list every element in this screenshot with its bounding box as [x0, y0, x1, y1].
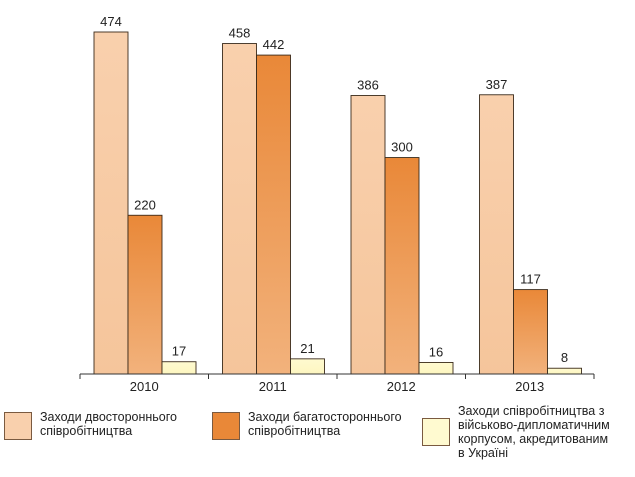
- legend: Заходи двостороннього співробітництва За…: [0, 404, 635, 474]
- bar-multilateral-2013: [513, 289, 548, 375]
- value-label-bilateral-2012: 386: [357, 77, 379, 92]
- legend-swatch-bilateral: [4, 412, 32, 440]
- bar-multilateral-2011: [256, 54, 291, 375]
- bar-multilateral-2010: [127, 214, 163, 375]
- legend-item-multilateral: Заходи багатостороннього співробітництва: [212, 410, 402, 440]
- value-label-military-diplomatic-2013: 8: [561, 350, 568, 365]
- value-label-multilateral-2010: 220: [134, 197, 156, 212]
- bar-bilateral-2010: [93, 31, 129, 375]
- value-label-multilateral-2012: 300: [391, 140, 413, 155]
- legend-label-military-diplomatic: Заходи співробітництва з військово-дипло…: [458, 404, 610, 460]
- value-label-multilateral-2013: 117: [520, 272, 541, 287]
- legend-label-multilateral: Заходи багатостороннього співробітництва: [248, 410, 402, 438]
- bar-military-diplomatic-2010: [161, 361, 197, 375]
- bar-military-diplomatic-2013: [547, 367, 582, 375]
- legend-swatch-military-diplomatic: [422, 418, 450, 446]
- value-label-bilateral-2011: 458: [229, 26, 251, 41]
- bar-bilateral-2013: [479, 94, 514, 375]
- value-label-bilateral-2013: 387: [486, 77, 508, 92]
- x-tick-label-2013: 2013: [515, 379, 544, 394]
- value-labels-layer: 474 220 17 458 442 21 386 300 16 387 117 8: [100, 14, 568, 365]
- bar-military-diplomatic-2012: [418, 362, 454, 375]
- value-label-multilateral-2011: 442: [263, 37, 285, 52]
- bar-multilateral-2012: [384, 157, 420, 375]
- legend-item-military-diplomatic: Заходи співробітництва з військово-дипло…: [422, 404, 610, 460]
- value-label-military-diplomatic-2012: 16: [429, 344, 443, 359]
- value-label-bilateral-2010: 474: [100, 14, 122, 29]
- x-tick-label-2010: 2010: [130, 379, 159, 394]
- bar-military-diplomatic-2011: [290, 358, 325, 375]
- legend-swatch-multilateral: [212, 412, 240, 440]
- bars-layer: [93, 31, 582, 375]
- value-label-military-diplomatic-2011: 21: [300, 341, 314, 356]
- bar-bilateral-2011: [222, 43, 257, 375]
- bar-bilateral-2012: [350, 95, 386, 375]
- x-tick-label-2012: 2012: [387, 379, 416, 394]
- value-label-military-diplomatic-2010: 17: [172, 344, 186, 359]
- legend-item-bilateral: Заходи двостороннього співробітництва: [4, 410, 177, 440]
- bar-chart: 474 220 17 458 442 21 386 300 16 387 117 8 2010 2011…: [79, 14, 595, 394]
- x-tick-label-2011: 2011: [259, 379, 287, 394]
- x-axis: 2010 2011 2012 2013: [79, 373, 595, 394]
- legend-label-bilateral: Заходи двостороннього співробітництва: [40, 410, 177, 438]
